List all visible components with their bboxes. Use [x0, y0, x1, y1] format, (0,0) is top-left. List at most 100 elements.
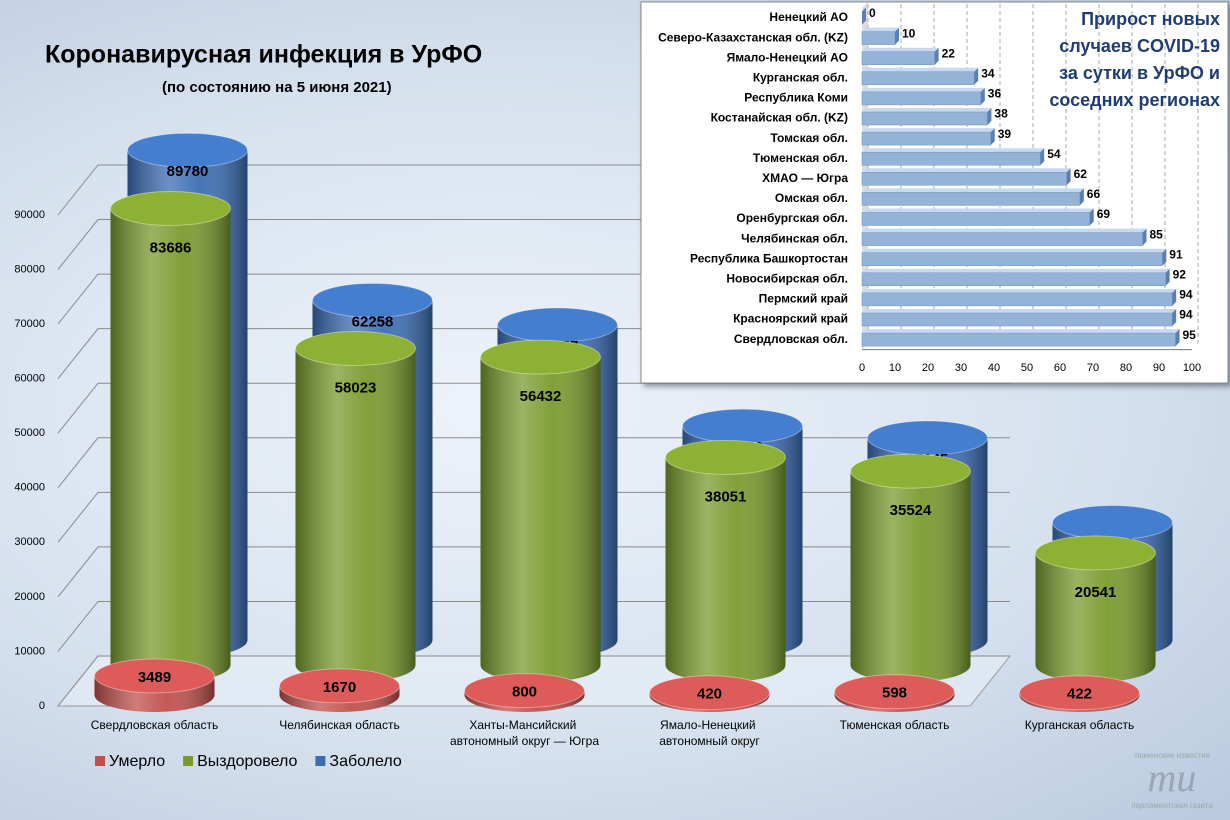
- value-label: 56432: [520, 388, 562, 405]
- cylinder-top: [110, 190, 231, 226]
- cylinder-shade: [850, 471, 971, 683]
- value-label: 38051: [705, 488, 747, 505]
- x-tick-label: Ямало-Ненецкий автономный округ: [659, 718, 760, 748]
- value-label: 10: [902, 26, 916, 40]
- legend-label: Заболело: [329, 753, 401, 770]
- bar-top: [862, 288, 1177, 293]
- bar-side: [895, 27, 899, 45]
- bar: [861, 71, 975, 86]
- x-tick-label: 90: [1153, 362, 1165, 374]
- legend-swatch: [315, 756, 326, 766]
- bar-side: [1040, 148, 1045, 166]
- bar: [861, 272, 1166, 287]
- x-tick-label: 20: [922, 362, 934, 374]
- value-label: 0: [869, 6, 876, 20]
- y-tick-label: Омская обл.: [775, 191, 848, 205]
- cylinder-top: [682, 408, 803, 444]
- value-label: 85: [1150, 227, 1164, 241]
- value-label: 800: [512, 684, 537, 701]
- x-tick-label: 10: [889, 362, 901, 374]
- bar-side: [1172, 309, 1177, 326]
- bar-top: [862, 188, 1084, 193]
- y-tick-label: Свердловская обл.: [734, 332, 848, 346]
- bar-top: [862, 87, 985, 92]
- legend-swatch: [183, 756, 194, 766]
- value-label: 66: [1087, 187, 1101, 201]
- bar-side: [990, 128, 995, 146]
- bar-top: [862, 268, 1170, 273]
- cylinder-shade: [295, 348, 416, 683]
- y-tick-label: 30000: [14, 536, 45, 548]
- cylinder-shade: [480, 357, 601, 683]
- x-tick-label: 60: [1054, 362, 1066, 374]
- cylinder-top: [279, 668, 400, 704]
- bar-top: [862, 329, 1180, 334]
- y-tick-label: Ненецкий АО: [769, 10, 848, 24]
- value-label: 20541: [1075, 584, 1117, 601]
- y-tick-label: Челябинская обл.: [741, 231, 848, 245]
- bar: [861, 252, 1163, 266]
- chart-title: Коронавирусная инфекция в УрФО: [45, 41, 482, 69]
- bar: [861, 151, 1041, 166]
- legend-swatch: [95, 756, 105, 766]
- x-tick-label: Курганская область: [1025, 718, 1134, 732]
- cylinder-top: [464, 673, 585, 709]
- cylinder-top: [834, 674, 955, 710]
- bar: [861, 111, 988, 126]
- cylinder-top: [94, 658, 215, 694]
- y-tick-label: 40000: [14, 482, 45, 494]
- y-tick-label: ХМАО — Югра: [762, 171, 848, 185]
- y-tick-label: Красноярский край: [733, 312, 848, 326]
- y-tick-label: Ямало-Ненецкий АО: [727, 50, 848, 64]
- cylinder-shade: [1035, 552, 1156, 683]
- bar-side: [1162, 248, 1167, 266]
- bar: [861, 312, 1173, 327]
- bar-side: [1165, 268, 1170, 286]
- x-tick-label: Челябинская область: [279, 718, 399, 732]
- bar: [861, 332, 1176, 347]
- y-tick-label: 0: [39, 700, 45, 712]
- value-label: 92: [1173, 267, 1187, 281]
- x-tick-label: 80: [1120, 362, 1132, 374]
- bar-top: [862, 67, 979, 72]
- legend-label: Выздоровело: [197, 753, 297, 770]
- value-label: 22: [942, 46, 956, 60]
- cylinder-top: [1019, 675, 1140, 711]
- value-label: 598: [882, 685, 907, 702]
- y-tick-label: Новосибирская обл.: [726, 271, 848, 285]
- bar: [861, 51, 935, 65]
- value-label: 34: [981, 66, 995, 80]
- bar: [861, 292, 1173, 307]
- y-tick-label: Костанайская обл. (KZ): [711, 111, 848, 125]
- bar-side: [862, 7, 866, 25]
- bar-side: [1175, 329, 1180, 347]
- value-label: 38: [994, 107, 1008, 121]
- bar-side: [980, 87, 985, 105]
- bar-side: [1172, 288, 1177, 306]
- inset-title: Прирост новых случаев COVID-19 за сутки …: [1049, 9, 1220, 110]
- bar-top: [862, 309, 1177, 313]
- value-label: 95: [1183, 328, 1197, 342]
- watermark-bottom: парламентская газета: [1131, 801, 1213, 810]
- x-tick-label: 50: [1021, 362, 1033, 374]
- cylinder-top: [1035, 535, 1156, 571]
- watermark-mark: ти: [1148, 755, 1197, 800]
- bar-side: [987, 108, 992, 125]
- cylinder-top: [480, 339, 601, 375]
- cylinder-top: [127, 132, 248, 168]
- bar: [861, 192, 1081, 206]
- x-tick-label: 0: [859, 362, 865, 374]
- bar: [861, 91, 982, 106]
- value-label: 62258: [352, 313, 394, 330]
- bar-side: [1089, 208, 1094, 226]
- x-tick-label: 30: [955, 362, 967, 374]
- value-label: 69: [1097, 207, 1111, 221]
- value-label: 420: [697, 686, 722, 703]
- bar-side: [1142, 228, 1147, 246]
- y-tick-label: 50000: [14, 427, 45, 439]
- bar: [861, 131, 991, 146]
- y-tick-label: 90000: [14, 209, 45, 221]
- cylinder-shade: [665, 457, 786, 683]
- x-tick-label: Ханты-Мансийский автономный округ — Югра: [450, 718, 599, 748]
- y-tick-label: Тюменская обл.: [753, 151, 848, 165]
